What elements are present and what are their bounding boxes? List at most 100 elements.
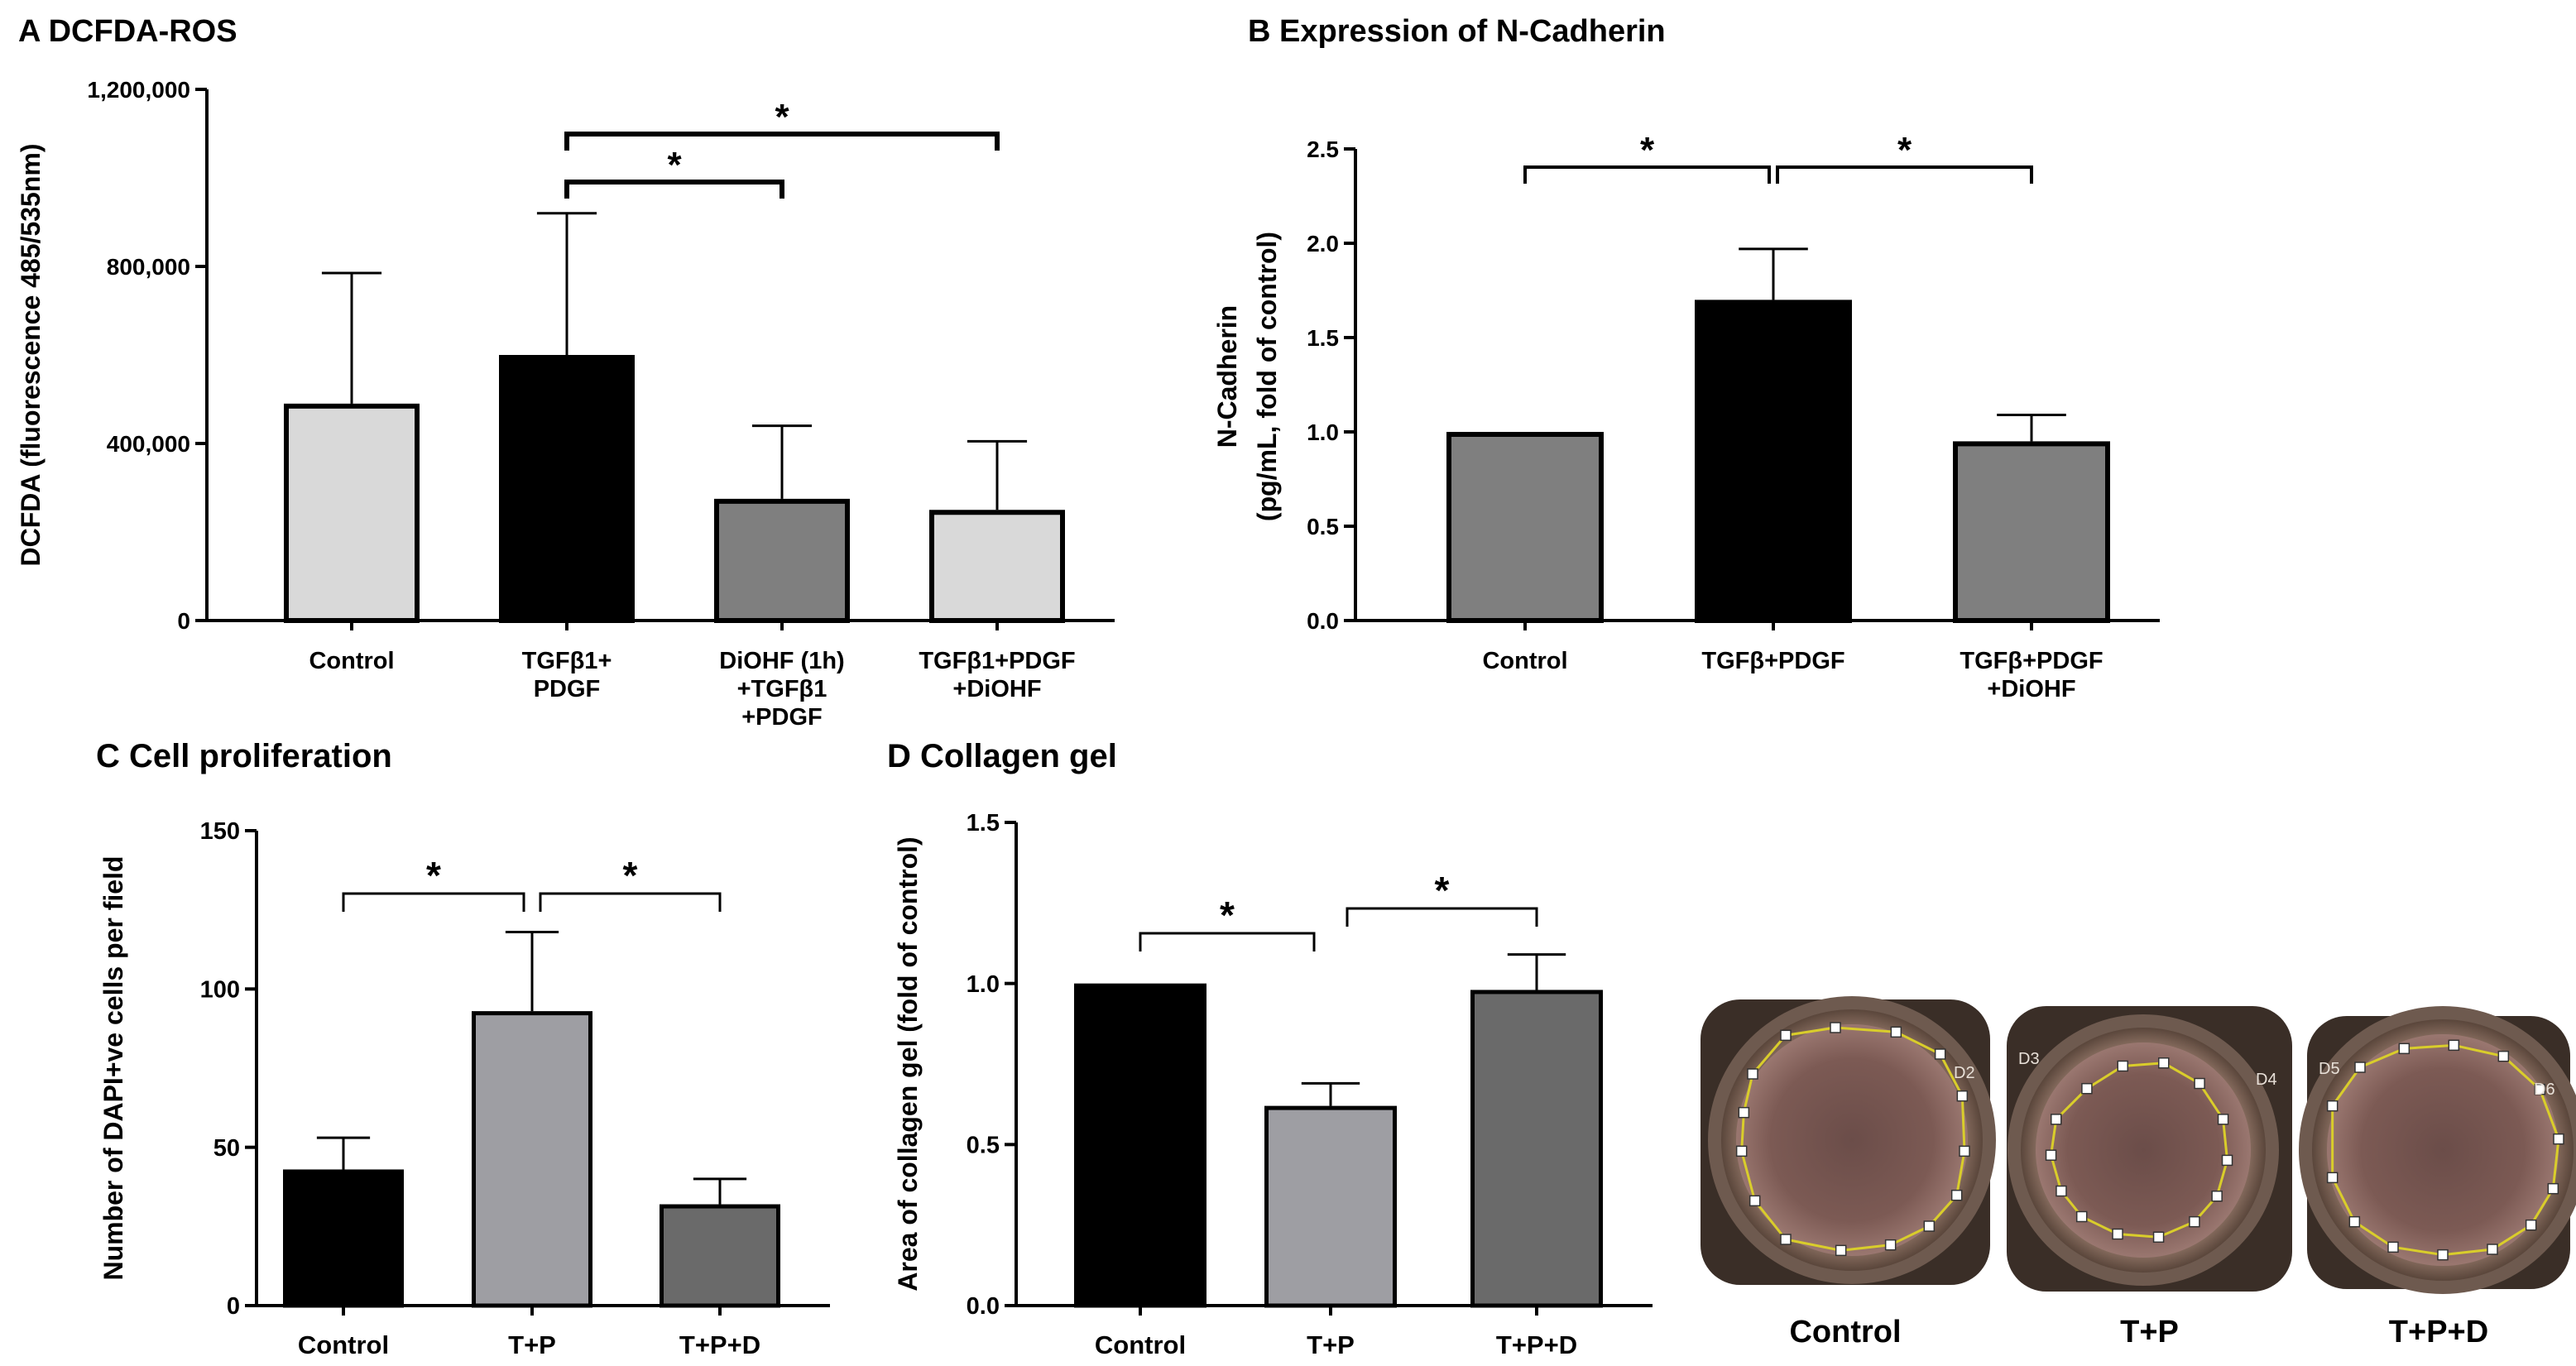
panel-title-text: Expression of N-Cadherin	[1279, 14, 1666, 49]
x-tick-label: DiOHF (1h)	[719, 648, 844, 674]
trace-handle	[2553, 1133, 2564, 1145]
y-tick-label: 1.0	[1307, 419, 1339, 445]
significance-star: *	[1435, 869, 1450, 912]
x-tick-label: T+P	[508, 1330, 556, 1359]
well-tag: D6	[2534, 1081, 2555, 1099]
trace-handle	[1890, 1026, 1902, 1038]
y-tick-label: 1.5	[1307, 325, 1339, 351]
x-tick-label: T+P	[1307, 1330, 1355, 1359]
y-tick-label: 0	[177, 608, 190, 634]
bar	[1470, 990, 1603, 1308]
trace-handle	[1923, 1220, 1936, 1232]
y-axis-label: DCFDA (fluorescence 485/535nm)	[16, 144, 46, 567]
trace-handle	[2051, 1114, 2062, 1125]
trace-handle	[2194, 1077, 2205, 1090]
trace-handle	[2448, 1039, 2460, 1052]
significance-bracket	[564, 132, 1000, 151]
trace-handle	[2437, 1249, 2449, 1261]
significance-bracket	[1346, 907, 1538, 927]
photo-label: Control	[1789, 1315, 1901, 1349]
bar	[1446, 432, 1604, 623]
y-tick-label: 1,200,000	[87, 77, 190, 103]
chart-title: D Collagen gel	[887, 738, 1117, 774]
x-tick-label: PDGF	[534, 676, 601, 702]
well-tag: D3	[2018, 1050, 2040, 1068]
y-tick-label: 1.5	[967, 810, 1000, 836]
chart-panel-d: D Collagen gel Area of collagen gel (fold…	[887, 738, 1653, 1359]
chart-title: C Cell proliferation	[96, 738, 392, 774]
x-tick-label: T+P+D	[679, 1330, 760, 1359]
trace-handle	[1934, 1048, 1946, 1060]
bar	[284, 403, 420, 623]
bar	[472, 1011, 592, 1308]
significance-star: *	[1897, 130, 1912, 170]
y-tick-label: 0.0	[1307, 608, 1339, 634]
y-tick-label: 2.5	[1307, 137, 1339, 162]
bar	[283, 1169, 404, 1308]
significance-bracket	[1523, 165, 1771, 184]
x-tick-label: +TGFβ1	[737, 676, 827, 702]
significance-bracket	[342, 892, 525, 912]
chart-title: A DCFDA-ROS	[18, 14, 237, 49]
trace-handle	[2075, 1210, 2088, 1223]
y-axis-label: N-Cadherin	[1212, 305, 1242, 448]
y-tick-label: 2.0	[1307, 231, 1339, 256]
panel-title-text: Collagen gel	[920, 738, 1117, 774]
x-tick-label: Control	[309, 648, 394, 674]
bar	[1264, 1105, 1397, 1308]
gel-surface	[1736, 1024, 1968, 1256]
photo-label: T+P	[2120, 1315, 2179, 1349]
gel-surface	[2327, 1034, 2559, 1266]
panel-letter: B	[1248, 14, 1279, 49]
y-tick-label: 0.5	[967, 1132, 1000, 1158]
trace-handle	[2045, 1149, 2057, 1161]
well-tag: D2	[1954, 1064, 1975, 1082]
significance-bracket	[539, 892, 722, 912]
trace-handle	[2081, 1082, 2093, 1095]
x-tick-label: +PDGF	[741, 704, 823, 731]
x-tick-label: Control	[1482, 648, 1567, 674]
x-tick-label: Control	[1095, 1330, 1186, 1359]
y-axis-label: Area of collagen gel (fold of control)	[893, 836, 923, 1291]
panel-letter: D	[887, 738, 920, 774]
trace-handle	[1950, 1189, 1963, 1201]
x-tick-label: TGFβ+PDGF	[1960, 648, 2103, 674]
bar	[1074, 983, 1206, 1308]
trace-handle	[2387, 1241, 2399, 1253]
y-tick-label: 0.5	[1307, 514, 1339, 539]
trace-handle	[2547, 1182, 2559, 1195]
trace-handle	[2487, 1244, 2498, 1255]
significance-star: *	[623, 854, 638, 897]
x-tick-label: TGFβ1+PDGF	[919, 648, 1075, 674]
bar	[660, 1204, 780, 1308]
bar	[714, 498, 850, 623]
x-tick-label: +DiOHF	[1987, 676, 2075, 702]
significance-star: *	[1640, 130, 1655, 170]
y-tick-label: 1.0	[967, 971, 1000, 998]
y-axis-label: Number of DAPI+ve cells per field	[98, 856, 128, 1280]
collagen-gel-photos: D2 Control D3 D4 T+P D5 D6 T+P+D	[1701, 996, 2576, 1349]
trace-handle	[2221, 1154, 2233, 1167]
bar	[929, 510, 1065, 623]
significance-bracket	[1776, 165, 2033, 184]
y-tick-label: 0	[227, 1293, 240, 1320]
chart-panel-b: B Expression of N-Cadherin N-Cadherin (pg/…	[1212, 14, 2160, 702]
trace-handle	[2217, 1114, 2229, 1125]
well-tag: D5	[2319, 1060, 2340, 1078]
trace-handle	[2056, 1185, 2067, 1197]
y-tick-label: 50	[213, 1135, 240, 1162]
chart-panel-a: A DCFDA-ROS DCFDA (fluorescence 485/535nm…	[16, 14, 1115, 731]
trace-handle	[2534, 1083, 2546, 1095]
well-photo: D5 D6	[2299, 1006, 2576, 1294]
panel-letter: A	[18, 14, 49, 49]
trace-handle	[2348, 1215, 2361, 1228]
trace-handle	[2326, 1172, 2339, 1184]
trace-handle	[1959, 1145, 1970, 1158]
chart-panel-c: C Cell proliferation Number of DAPI+ve ce…	[96, 738, 830, 1359]
x-tick-label: TGFβ+PDGF	[1701, 648, 1844, 674]
trace-handle	[1749, 1195, 1761, 1207]
y-tick-label: 400,000	[107, 431, 190, 457]
significance-star: *	[775, 97, 789, 137]
significance-bracket	[564, 180, 784, 199]
